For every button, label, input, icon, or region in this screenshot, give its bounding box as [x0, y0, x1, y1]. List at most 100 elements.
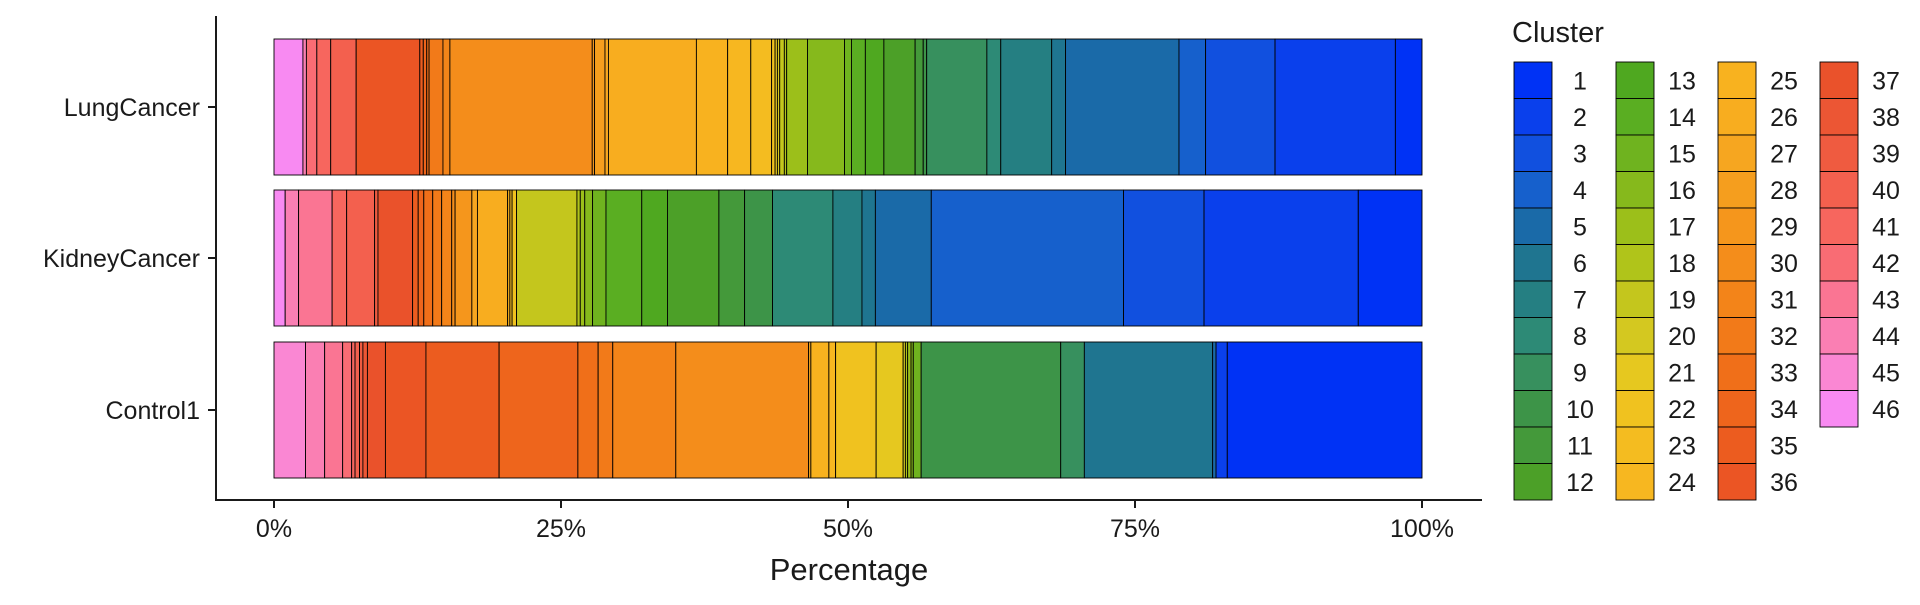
bar-segment-control1-cluster-21	[875, 341, 904, 479]
bar-segment-lungcancer-cluster-26	[608, 38, 697, 176]
bar-segment-kidneycancer-cluster-19	[516, 189, 578, 327]
x-axis-title: Percentage	[770, 552, 929, 587]
bar-segment-control1-cluster-22	[835, 341, 877, 479]
bar-segment-kidneycancer-cluster-37	[377, 189, 414, 327]
bar-segment-kidneycancer-cluster-22	[511, 189, 518, 327]
legend-label-cluster-40: 40	[1872, 177, 1900, 205]
bar-segment-kidneycancer-cluster-33	[423, 189, 434, 327]
legend-key-cluster-15	[1615, 134, 1655, 172]
bar-segment-lungcancer-cluster-12	[883, 38, 916, 176]
legend-key-cluster-36	[1717, 463, 1757, 501]
bar-segment-kidneycancer-cluster-4	[930, 189, 1124, 327]
bar-segment-control1-cluster-2	[1215, 341, 1228, 479]
bar-segment-control1-cluster-5	[1212, 341, 1217, 479]
bar-segment-kidneycancer-cluster-35	[412, 189, 419, 327]
legend-key-cluster-41	[1819, 207, 1859, 245]
y-tick-label-control1: Control1	[106, 397, 201, 425]
legend-key-cluster-14	[1615, 98, 1655, 136]
legend-label-cluster-3: 3	[1573, 140, 1587, 168]
bar-segment-control1-cluster-34	[498, 341, 579, 479]
legend-label-cluster-32: 32	[1770, 323, 1798, 351]
bar-segment-control1-cluster-41	[351, 341, 356, 479]
bar-segment-lungcancer-cluster-14	[851, 38, 866, 176]
bar-segment-kidneycancer-cluster-32	[432, 189, 443, 327]
legend-label-cluster-38: 38	[1872, 104, 1900, 132]
legend-key-cluster-38	[1819, 98, 1859, 136]
plot-bars	[273, 38, 1423, 479]
bar-segment-kidneycancer-cluster-11	[718, 189, 746, 327]
legend-key-cluster-28	[1717, 171, 1757, 209]
legend-label-cluster-16: 16	[1668, 177, 1696, 205]
bar-segment-kidneycancer-cluster-26	[476, 189, 509, 327]
bar-segment-kidneycancer-cluster-30	[451, 189, 456, 327]
bar-segment-lungcancer-cluster-46	[273, 38, 304, 176]
bar-segment-lungcancer-cluster-15	[844, 38, 852, 176]
legend-label-cluster-21: 21	[1668, 359, 1696, 387]
bar-segment-control1-cluster-37	[366, 341, 386, 479]
bar-segment-lungcancer-cluster-27	[604, 38, 609, 176]
y-ticks: LungCancer KidneyCancer Control1	[43, 94, 216, 425]
legend-label-cluster-23: 23	[1668, 432, 1696, 460]
legend-label-cluster-33: 33	[1770, 359, 1798, 387]
bar-segment-lungcancer-cluster-19	[779, 38, 785, 176]
bar-segment-kidneycancer-cluster-13	[641, 189, 668, 327]
legend-key-cluster-45	[1819, 353, 1859, 391]
legend-label-cluster-46: 46	[1872, 396, 1900, 424]
bar-segment-lungcancer-cluster-24	[727, 38, 752, 176]
bar-segment-lungcancer-cluster-2	[1274, 38, 1396, 176]
legend-label-cluster-29: 29	[1770, 213, 1798, 241]
bar-segment-lungcancer-cluster-40	[330, 38, 357, 176]
legend-key-cluster-10	[1513, 390, 1553, 428]
bar-segment-control1-cluster-33	[577, 341, 599, 479]
bar-segment-control1-cluster-44	[305, 341, 326, 479]
bar-segment-lungcancer-cluster-35	[419, 38, 424, 176]
bar-segment-kidneycancer-cluster-34	[417, 189, 425, 327]
bar-segment-lungcancer-cluster-13	[864, 38, 885, 176]
bar-segment-control1-cluster-30	[675, 341, 810, 479]
legend-label-cluster-43: 43	[1872, 286, 1900, 314]
legend-key-cluster-40	[1819, 171, 1859, 209]
legend-key-cluster-6	[1513, 244, 1553, 282]
legend-key-cluster-5	[1513, 207, 1553, 245]
legend-label-cluster-35: 35	[1770, 432, 1798, 460]
x-ticks: 0% 25% 50% 75% 100%	[256, 500, 1454, 543]
legend-label-cluster-8: 8	[1573, 323, 1587, 351]
bar-segment-lungcancer-cluster-41	[316, 38, 332, 176]
bar-segment-lungcancer-cluster-10	[922, 38, 928, 176]
bar-segment-kidneycancer-cluster-12	[667, 189, 720, 327]
bar-segment-lungcancer-cluster-4	[1178, 38, 1207, 176]
legend-key-cluster-4	[1513, 171, 1553, 209]
bar-segment-kidneycancer-cluster-2	[1203, 189, 1359, 327]
bar-segment-lungcancer-cluster-32	[428, 38, 444, 176]
legend-key-cluster-22	[1615, 390, 1655, 428]
bar-segment-lungcancer-cluster-30	[449, 38, 593, 176]
bar-segment-lungcancer-cluster-1	[1394, 38, 1423, 176]
x-tick-label: 0%	[256, 515, 292, 543]
bar-segment-kidneycancer-cluster-14	[605, 189, 643, 327]
legend-label-cluster-7: 7	[1573, 286, 1587, 314]
bar-segment-lungcancer-cluster-23	[750, 38, 773, 176]
x-tick-label: 100%	[1390, 515, 1454, 543]
legend-label-cluster-45: 45	[1872, 359, 1900, 387]
bar-segment-lungcancer-cluster-16	[807, 38, 845, 176]
legend-label-cluster-2: 2	[1573, 104, 1587, 132]
legend-key-cluster-46	[1819, 390, 1859, 428]
bar-segment-lungcancer-cluster-22	[771, 38, 776, 176]
legend-key-cluster-39	[1819, 134, 1859, 172]
legend-key-cluster-43	[1819, 280, 1859, 318]
legend-label-cluster-19: 19	[1668, 286, 1696, 314]
bar-segment-control1-cluster-31	[612, 341, 677, 479]
bar-segment-kidneycancer-cluster-5	[874, 189, 932, 327]
bar-segment-kidneycancer-cluster-39	[374, 189, 379, 327]
legend-title: Cluster	[1512, 17, 1604, 49]
legend-label-cluster-14: 14	[1668, 104, 1696, 132]
legend-key-cluster-19	[1615, 280, 1655, 318]
bar-segment-kidneycancer-cluster-41	[331, 189, 348, 327]
legend-label-cluster-12: 12	[1566, 469, 1594, 497]
legend-key-cluster-17	[1615, 207, 1655, 245]
legend-label-cluster-6: 6	[1573, 250, 1587, 278]
bar-segment-kidneycancer-cluster-43	[298, 189, 333, 327]
bar-segment-kidneycancer-cluster-6	[861, 189, 876, 327]
